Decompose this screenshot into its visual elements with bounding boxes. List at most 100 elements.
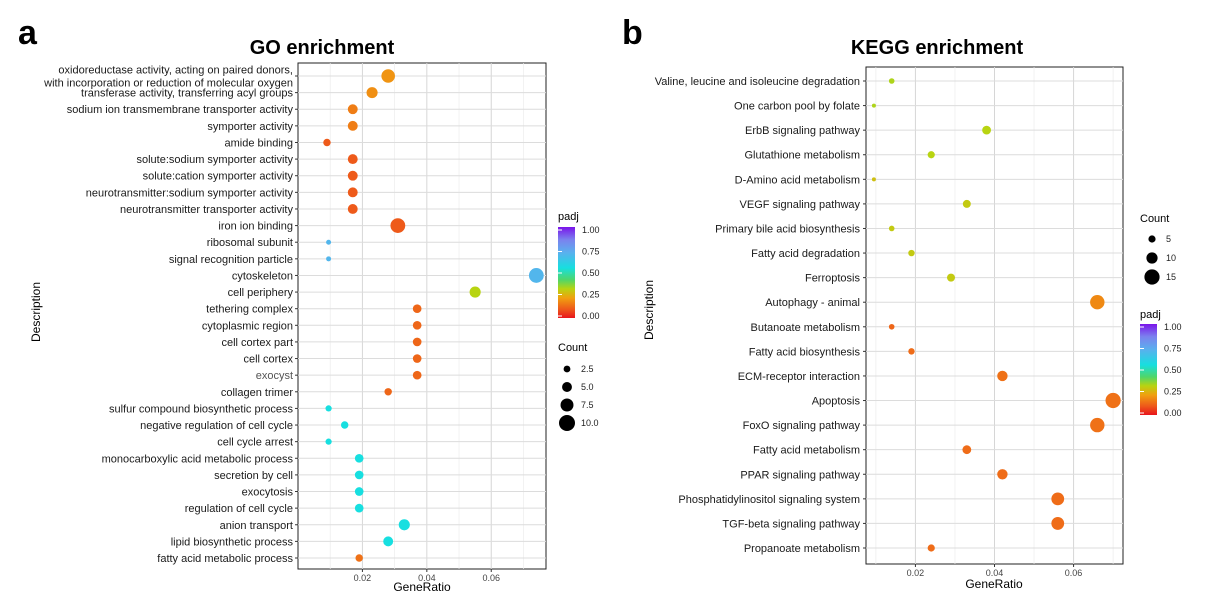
category-label: solute:cation symporter activity	[143, 171, 294, 183]
data-point	[871, 103, 876, 108]
data-point	[1051, 517, 1065, 530]
data-point	[412, 337, 422, 347]
category-label: ErbB signaling pathway	[745, 125, 860, 137]
data-point	[908, 348, 915, 355]
size-legend-dot	[1146, 252, 1158, 264]
category-label: solute:sodium symporter activity	[137, 154, 294, 166]
category-label: signal recognition particle	[169, 254, 293, 266]
color-legend-title: padj	[1140, 309, 1161, 321]
x-tick-labels: 0.02 0.04 0.06	[907, 564, 1082, 578]
color-legend-label: 0.50	[1164, 365, 1182, 375]
category-label: One carbon pool by folate	[734, 101, 860, 113]
category-label: Butanoate metabolism	[751, 322, 860, 334]
category-label: Apoptosis	[812, 396, 861, 408]
size-legend-dot	[1148, 235, 1156, 243]
data-point	[398, 519, 410, 531]
size-legend-items: 2.5 5.0 7.5 10.0	[559, 364, 599, 431]
category-label: ECM-receptor interaction	[738, 371, 860, 383]
size-legend-label: 15	[1166, 272, 1176, 282]
data-point	[347, 170, 358, 181]
size-legend-label: 5.0	[581, 382, 594, 392]
category-label: anion transport	[220, 520, 293, 532]
color-legend: padj 1.00 0.75 0.50 0.25 0.00	[1140, 309, 1182, 418]
data-point	[1051, 492, 1065, 506]
data-point	[366, 87, 378, 99]
data-point	[908, 249, 915, 257]
y-axis-label: Description	[29, 282, 43, 342]
size-legend-title: Count	[558, 342, 587, 354]
category-labels: oxidoreductase activity, acting on paire…	[43, 65, 293, 566]
category-label: Ferroptosis	[805, 273, 861, 285]
data-point	[325, 405, 332, 412]
category-labels: Valine, leucine and isoleucine degradati…	[655, 76, 861, 555]
data-point	[412, 320, 422, 330]
data-point	[469, 286, 481, 298]
data-point	[326, 239, 332, 245]
data-point	[355, 554, 363, 562]
x-tick-label: 0.02	[354, 573, 372, 583]
color-legend-bar	[558, 227, 575, 318]
category-label: cytoskeleton	[232, 270, 293, 282]
panel-letter-b: b	[622, 14, 643, 52]
color-legend: padj 1.00 0.75 0.50 0.25 0.00	[558, 211, 600, 321]
data-point	[528, 268, 544, 283]
category-label: neurotransmitter:sodium symporter activi…	[86, 187, 294, 199]
color-legend-label: 0.75	[582, 247, 600, 257]
category-label: ribosomal subunit	[207, 237, 293, 249]
go-enrichment-panel: a GO enrichment oxidoreductase activity,…	[18, 14, 600, 594]
category-label: exocyst	[256, 370, 293, 382]
size-legend: Count 2.5 5.0 7.5 10.0	[558, 342, 599, 431]
category-label: Glutathione metabolism	[744, 150, 860, 162]
x-axis-label: GeneRatio	[965, 577, 1023, 591]
data-point	[1090, 417, 1105, 433]
size-legend-items: 5 10 15	[1144, 234, 1176, 285]
category-label: D-Amino acid metabolism	[735, 174, 860, 186]
data-point	[381, 69, 395, 83]
category-label: TGF-beta signaling pathway	[722, 518, 860, 530]
grid	[295, 63, 546, 569]
data-point	[347, 120, 358, 131]
color-legend-title: padj	[558, 211, 579, 223]
data-point	[871, 177, 876, 182]
category-label: sulfur compound biosynthetic process	[109, 403, 294, 415]
category-label: amide binding	[225, 137, 294, 149]
data-point	[325, 438, 332, 445]
data-point	[326, 256, 332, 262]
size-legend: Count 5 10 15	[1140, 213, 1176, 285]
data-point	[354, 487, 364, 496]
category-label: Fatty acid biosynthesis	[749, 346, 861, 358]
data-point	[962, 199, 971, 208]
size-legend-title: Count	[1140, 213, 1169, 225]
panel-letter-a: a	[18, 14, 38, 52]
color-legend-label: 0.50	[582, 268, 600, 278]
category-label: transferase activity, transferring acyl …	[81, 88, 293, 100]
category-label: Phosphatidylinositol signaling system	[678, 494, 860, 506]
category-label: regulation of cell cycle	[185, 503, 293, 515]
data-point	[1090, 295, 1105, 310]
category-label: iron ion binding	[218, 221, 293, 233]
category-label: neurotransmitter transporter activity	[120, 204, 294, 216]
category-label: cell cortex	[243, 354, 293, 366]
category-label: fatty acid metabolic process	[157, 553, 293, 565]
chart-title: GO enrichment	[250, 37, 395, 59]
x-tick-label: 0.04	[986, 568, 1004, 578]
data-point	[390, 218, 406, 233]
color-legend-label: 0.25	[1164, 387, 1182, 397]
category-label: symporter activity	[207, 121, 293, 133]
color-legend-label: 0.25	[582, 290, 600, 300]
color-legend-label: 0.00	[1164, 408, 1182, 418]
y-axis-label: Description	[642, 280, 656, 340]
size-legend-dot	[563, 365, 571, 373]
category-label: cell periphery	[228, 287, 294, 299]
x-tick-label: 0.02	[907, 568, 925, 578]
color-legend-label: 0.75	[1164, 344, 1182, 354]
data-point	[347, 187, 358, 198]
data-point	[947, 273, 956, 282]
chart-title: KEGG enrichment	[851, 37, 1024, 59]
data-points	[871, 78, 1121, 552]
x-axis-label: GeneRatio	[393, 580, 451, 594]
category-label: Fatty acid degradation	[751, 248, 860, 260]
size-legend-dot	[559, 415, 575, 431]
data-point	[354, 470, 364, 480]
data-point	[888, 78, 895, 84]
